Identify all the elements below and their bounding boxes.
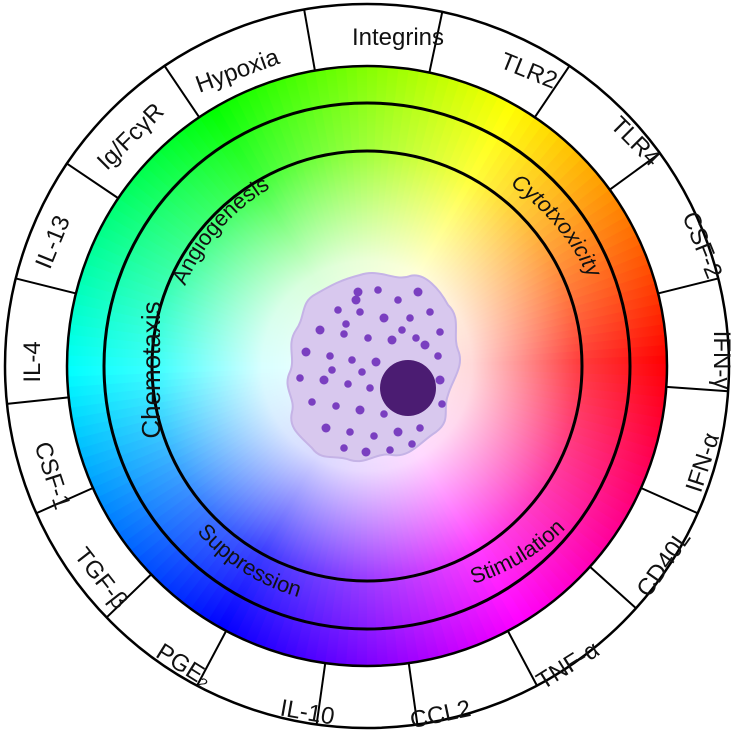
granule — [416, 424, 424, 432]
label-integrins: Integrins — [352, 24, 444, 51]
segment-divider — [196, 630, 228, 687]
granule — [340, 444, 348, 452]
granule — [321, 423, 331, 433]
granule — [344, 380, 352, 388]
granule — [332, 402, 340, 410]
granule — [328, 366, 336, 374]
granule — [308, 398, 316, 406]
label-ifn-gamma: IFN-γ — [708, 331, 734, 390]
macrophage-cell — [286, 272, 461, 463]
granule — [374, 286, 382, 294]
granule — [301, 347, 311, 357]
granule — [379, 313, 389, 323]
segment-divider — [533, 65, 571, 118]
granule — [319, 375, 329, 385]
segment-divider — [640, 487, 699, 515]
granule — [353, 287, 363, 297]
segment-divider — [407, 662, 419, 725]
segment-divider — [609, 152, 661, 191]
cell-granules — [296, 286, 446, 457]
granule — [364, 334, 372, 342]
granule — [355, 405, 365, 415]
granule — [398, 326, 406, 334]
granule — [361, 447, 371, 457]
granule — [387, 335, 397, 345]
granule — [342, 320, 350, 328]
segment-divider — [589, 565, 637, 609]
granule — [326, 352, 334, 360]
granule — [358, 368, 366, 376]
granule — [340, 330, 348, 338]
granule — [434, 352, 442, 360]
segment-divider — [657, 277, 719, 295]
segment-divider — [105, 573, 152, 619]
segment-divider — [66, 162, 119, 200]
granule — [438, 400, 446, 408]
granule — [435, 375, 445, 385]
cell-nucleus — [380, 360, 436, 416]
granule — [413, 287, 423, 297]
label-chemotaxis: Chemotaxis — [136, 301, 166, 438]
granule — [370, 432, 378, 440]
functional-ring-inner — [150, 149, 584, 583]
granule — [296, 374, 304, 382]
granule — [436, 328, 444, 336]
granule — [394, 296, 402, 304]
granule — [380, 410, 388, 418]
segment-divider — [506, 630, 538, 687]
granule — [426, 308, 434, 316]
color-wheel-border — [65, 64, 669, 668]
granule — [366, 384, 374, 392]
granule — [348, 356, 356, 364]
granule — [420, 340, 430, 350]
segment-divider — [6, 396, 69, 405]
granule — [386, 446, 394, 454]
segment-divider — [303, 9, 316, 71]
granule — [346, 428, 354, 436]
granule — [371, 357, 381, 367]
functional-ring-outer — [102, 101, 632, 631]
granule — [412, 334, 420, 342]
label-il4: IL-4 — [19, 341, 46, 382]
segment-divider — [315, 662, 327, 725]
granule — [408, 440, 416, 448]
segment-divider — [666, 385, 729, 393]
segment-divider — [15, 277, 77, 295]
segment-divider — [428, 11, 444, 73]
segment-divider — [35, 487, 94, 515]
granule — [315, 325, 325, 335]
granule — [406, 314, 414, 322]
granule — [334, 306, 342, 314]
granule — [356, 308, 364, 316]
segment-divider — [163, 65, 201, 118]
granule — [351, 295, 361, 305]
segment-dividers — [6, 9, 729, 725]
granule — [393, 427, 403, 437]
